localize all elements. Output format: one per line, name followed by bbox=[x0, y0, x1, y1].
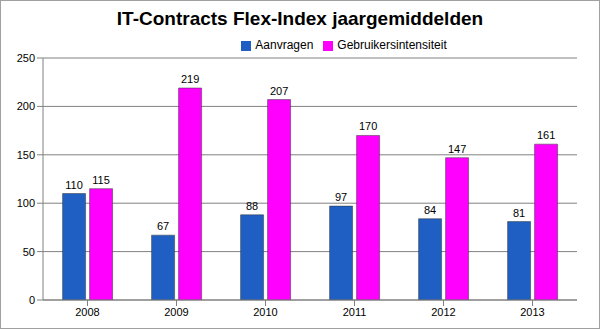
svg-text:250: 250 bbox=[17, 52, 35, 64]
svg-text:207: 207 bbox=[270, 85, 288, 97]
svg-text:2008: 2008 bbox=[75, 306, 99, 318]
svg-text:200: 200 bbox=[17, 100, 35, 112]
svg-text:147: 147 bbox=[448, 143, 466, 155]
svg-text:2012: 2012 bbox=[431, 306, 455, 318]
svg-text:2013: 2013 bbox=[520, 306, 544, 318]
svg-text:84: 84 bbox=[424, 204, 436, 216]
svg-text:115: 115 bbox=[92, 174, 110, 186]
svg-text:97: 97 bbox=[335, 191, 347, 203]
svg-text:0: 0 bbox=[29, 294, 35, 306]
svg-text:50: 50 bbox=[23, 246, 35, 258]
html-text:Aanvragen: Aanvragen bbox=[255, 38, 314, 52]
svg-text:161: 161 bbox=[537, 129, 555, 141]
svg-text:110: 110 bbox=[65, 179, 83, 191]
svg-text:2009: 2009 bbox=[164, 306, 188, 318]
svg-text:88: 88 bbox=[246, 200, 258, 212]
svg-text:81: 81 bbox=[513, 207, 525, 219]
svg-text:2010: 2010 bbox=[253, 306, 277, 318]
html-text:IT-Contracts Flex-Index jaarge: IT-Contracts Flex-Index jaargemiddelden bbox=[116, 8, 484, 29]
svg-text:219: 219 bbox=[181, 73, 199, 85]
svg-text:67: 67 bbox=[157, 220, 169, 232]
html-text:Gebruikersintensiteit: Gebruikersintensiteit bbox=[337, 38, 447, 52]
svg-text:170: 170 bbox=[359, 120, 377, 132]
svg-text:150: 150 bbox=[17, 149, 35, 161]
svg-text:100: 100 bbox=[17, 197, 35, 209]
svg-text:2011: 2011 bbox=[343, 306, 367, 318]
